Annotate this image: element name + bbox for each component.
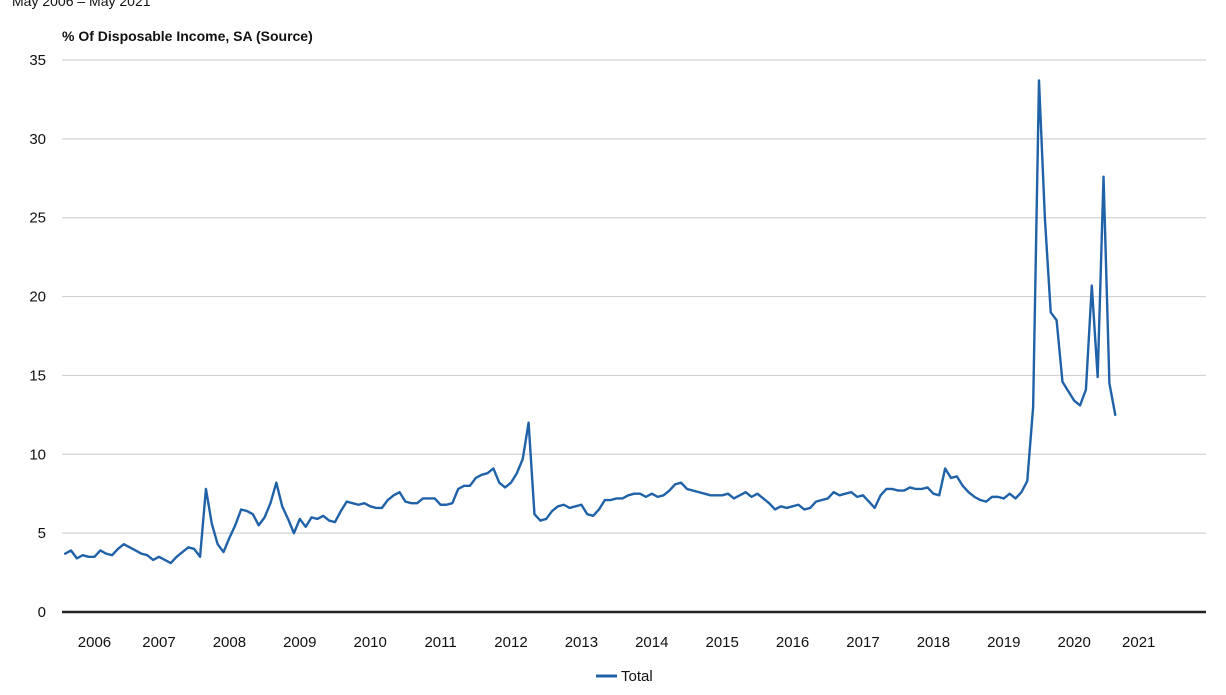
x-tick-label: 2010 [354, 634, 387, 651]
x-axis-ticks: 2006 2007 2008 2009 2010 2011 2012 2013 2014 2015… [78, 634, 1156, 651]
series-total-line [63, 79, 1117, 565]
x-tick-label: 2007 [142, 634, 175, 651]
x-tick-label: 2021 [1122, 634, 1155, 651]
x-tick-label: 2011 [424, 634, 456, 651]
y-tick-label: 15 [29, 367, 46, 384]
x-tick-label: 2015 [706, 634, 739, 651]
legend: Total [596, 668, 653, 685]
y-tick-label: 0 [38, 604, 46, 621]
y-tick-label: 35 [29, 52, 46, 69]
chart-subtitle: May 2006 – May 2021 [12, 0, 151, 9]
x-tick-label: 2006 [78, 634, 111, 651]
y-axis-ticks: 0 5 10 15 20 25 30 35 [29, 52, 46, 621]
x-tick-label: 2016 [776, 634, 809, 651]
x-tick-label: 2009 [283, 634, 316, 651]
x-tick-label: 2013 [565, 634, 598, 651]
y-tick-label: 30 [29, 131, 46, 148]
x-tick-label: 2018 [917, 634, 950, 651]
y-tick-label: 10 [29, 446, 46, 463]
gridlines [62, 59, 1206, 534]
y-axis-label: % Of Disposable Income, SA (Source) [62, 28, 313, 44]
legend-label-total: Total [621, 668, 653, 685]
x-tick-label: 2020 [1058, 634, 1091, 651]
y-tick-label: 20 [29, 289, 46, 306]
x-tick-label: 2017 [846, 634, 879, 651]
x-tick-label: 2019 [987, 634, 1020, 651]
x-tick-label: 2008 [213, 634, 246, 651]
x-tick-label: 2014 [635, 634, 668, 651]
y-tick-label: 5 [38, 525, 46, 542]
x-tick-label: 2012 [494, 634, 527, 651]
y-tick-label: 25 [29, 210, 46, 227]
